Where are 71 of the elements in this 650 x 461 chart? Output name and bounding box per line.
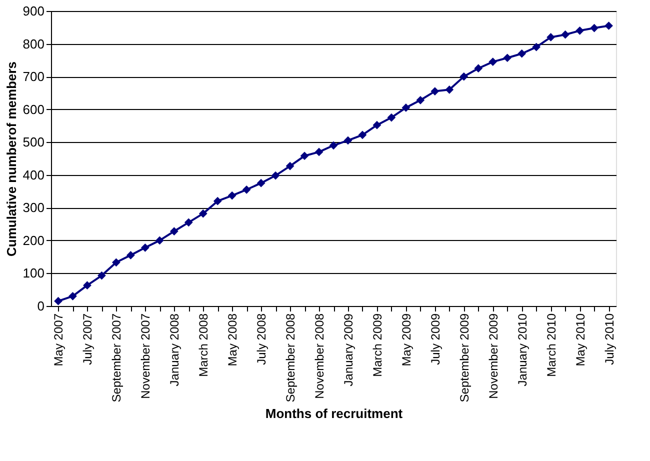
point [242, 185, 251, 194]
point [561, 30, 570, 39]
point [474, 64, 483, 73]
point [546, 33, 555, 42]
point [155, 236, 164, 245]
point [170, 227, 178, 236]
x-tick-label: January 2008 [168, 313, 182, 386]
x-tick-label: July 2007 [80, 313, 95, 365]
point [576, 26, 584, 35]
point [314, 148, 324, 156]
point [140, 243, 150, 252]
y-tick-label: 600 [22, 102, 44, 117]
x-tick-label: May 2010 [573, 313, 588, 366]
point [228, 191, 236, 200]
x-tick-label: November 2007 [138, 313, 153, 399]
point [532, 42, 541, 52]
point [518, 49, 526, 58]
x-tick-label: January 2010 [515, 313, 530, 386]
point [271, 171, 280, 180]
x-tick-label: March 2010 [544, 313, 558, 377]
point [430, 87, 440, 96]
x-tick-label: July 2010 [602, 313, 616, 365]
x-tick-label: March 2009 [370, 313, 384, 377]
x-tick-label: September 2008 [284, 313, 298, 402]
x-tick-label: March 2008 [196, 313, 211, 377]
point [198, 209, 208, 218]
point [184, 218, 193, 227]
point [416, 96, 425, 104]
x-tick-label: May 2008 [226, 313, 240, 366]
point [460, 72, 468, 81]
point [402, 104, 410, 112]
x-tick-label: July 2008 [254, 313, 269, 365]
x-tick-label: July 2009 [428, 313, 442, 365]
y-tick-label: 500 [22, 134, 44, 150]
point [604, 22, 613, 30]
y-tick-label: 700 [22, 69, 44, 84]
x-tick-label: September 2007 [110, 313, 124, 402]
point [83, 281, 92, 290]
point [300, 152, 309, 160]
point [358, 130, 367, 140]
y-tick-label: 200 [22, 232, 44, 248]
y-tick-label: 900 [22, 4, 44, 18]
point [213, 196, 222, 206]
point [344, 136, 352, 145]
x-tick-label: September 2009 [457, 313, 472, 402]
point [112, 258, 120, 267]
point [590, 24, 598, 32]
y-axis-title: Cumulative numberof members [4, 61, 19, 257]
point [98, 271, 106, 280]
point [54, 296, 62, 306]
point [387, 113, 396, 122]
y-tick-label: 300 [22, 200, 44, 216]
y-tick-label: 100 [22, 266, 44, 281]
point [286, 162, 294, 170]
point [126, 251, 135, 260]
point [256, 178, 266, 188]
x-tick-label: May 2007 [52, 313, 66, 366]
point [503, 54, 512, 62]
x-tick-label: May 2009 [399, 313, 414, 366]
x-tick-label: November 2008 [312, 313, 327, 399]
x-axis-title: Months of recruitment [265, 406, 404, 422]
y-tick-label: 400 [22, 167, 44, 182]
x-tick-label: January 2009 [341, 313, 356, 386]
y-tick-label: 0 [37, 298, 44, 314]
point [445, 85, 454, 94]
point [329, 141, 338, 150]
point [372, 120, 382, 130]
x-tick-label: November 2009 [486, 313, 500, 399]
y-tick-label: 800 [22, 36, 44, 52]
point [488, 58, 498, 66]
point [68, 292, 77, 300]
